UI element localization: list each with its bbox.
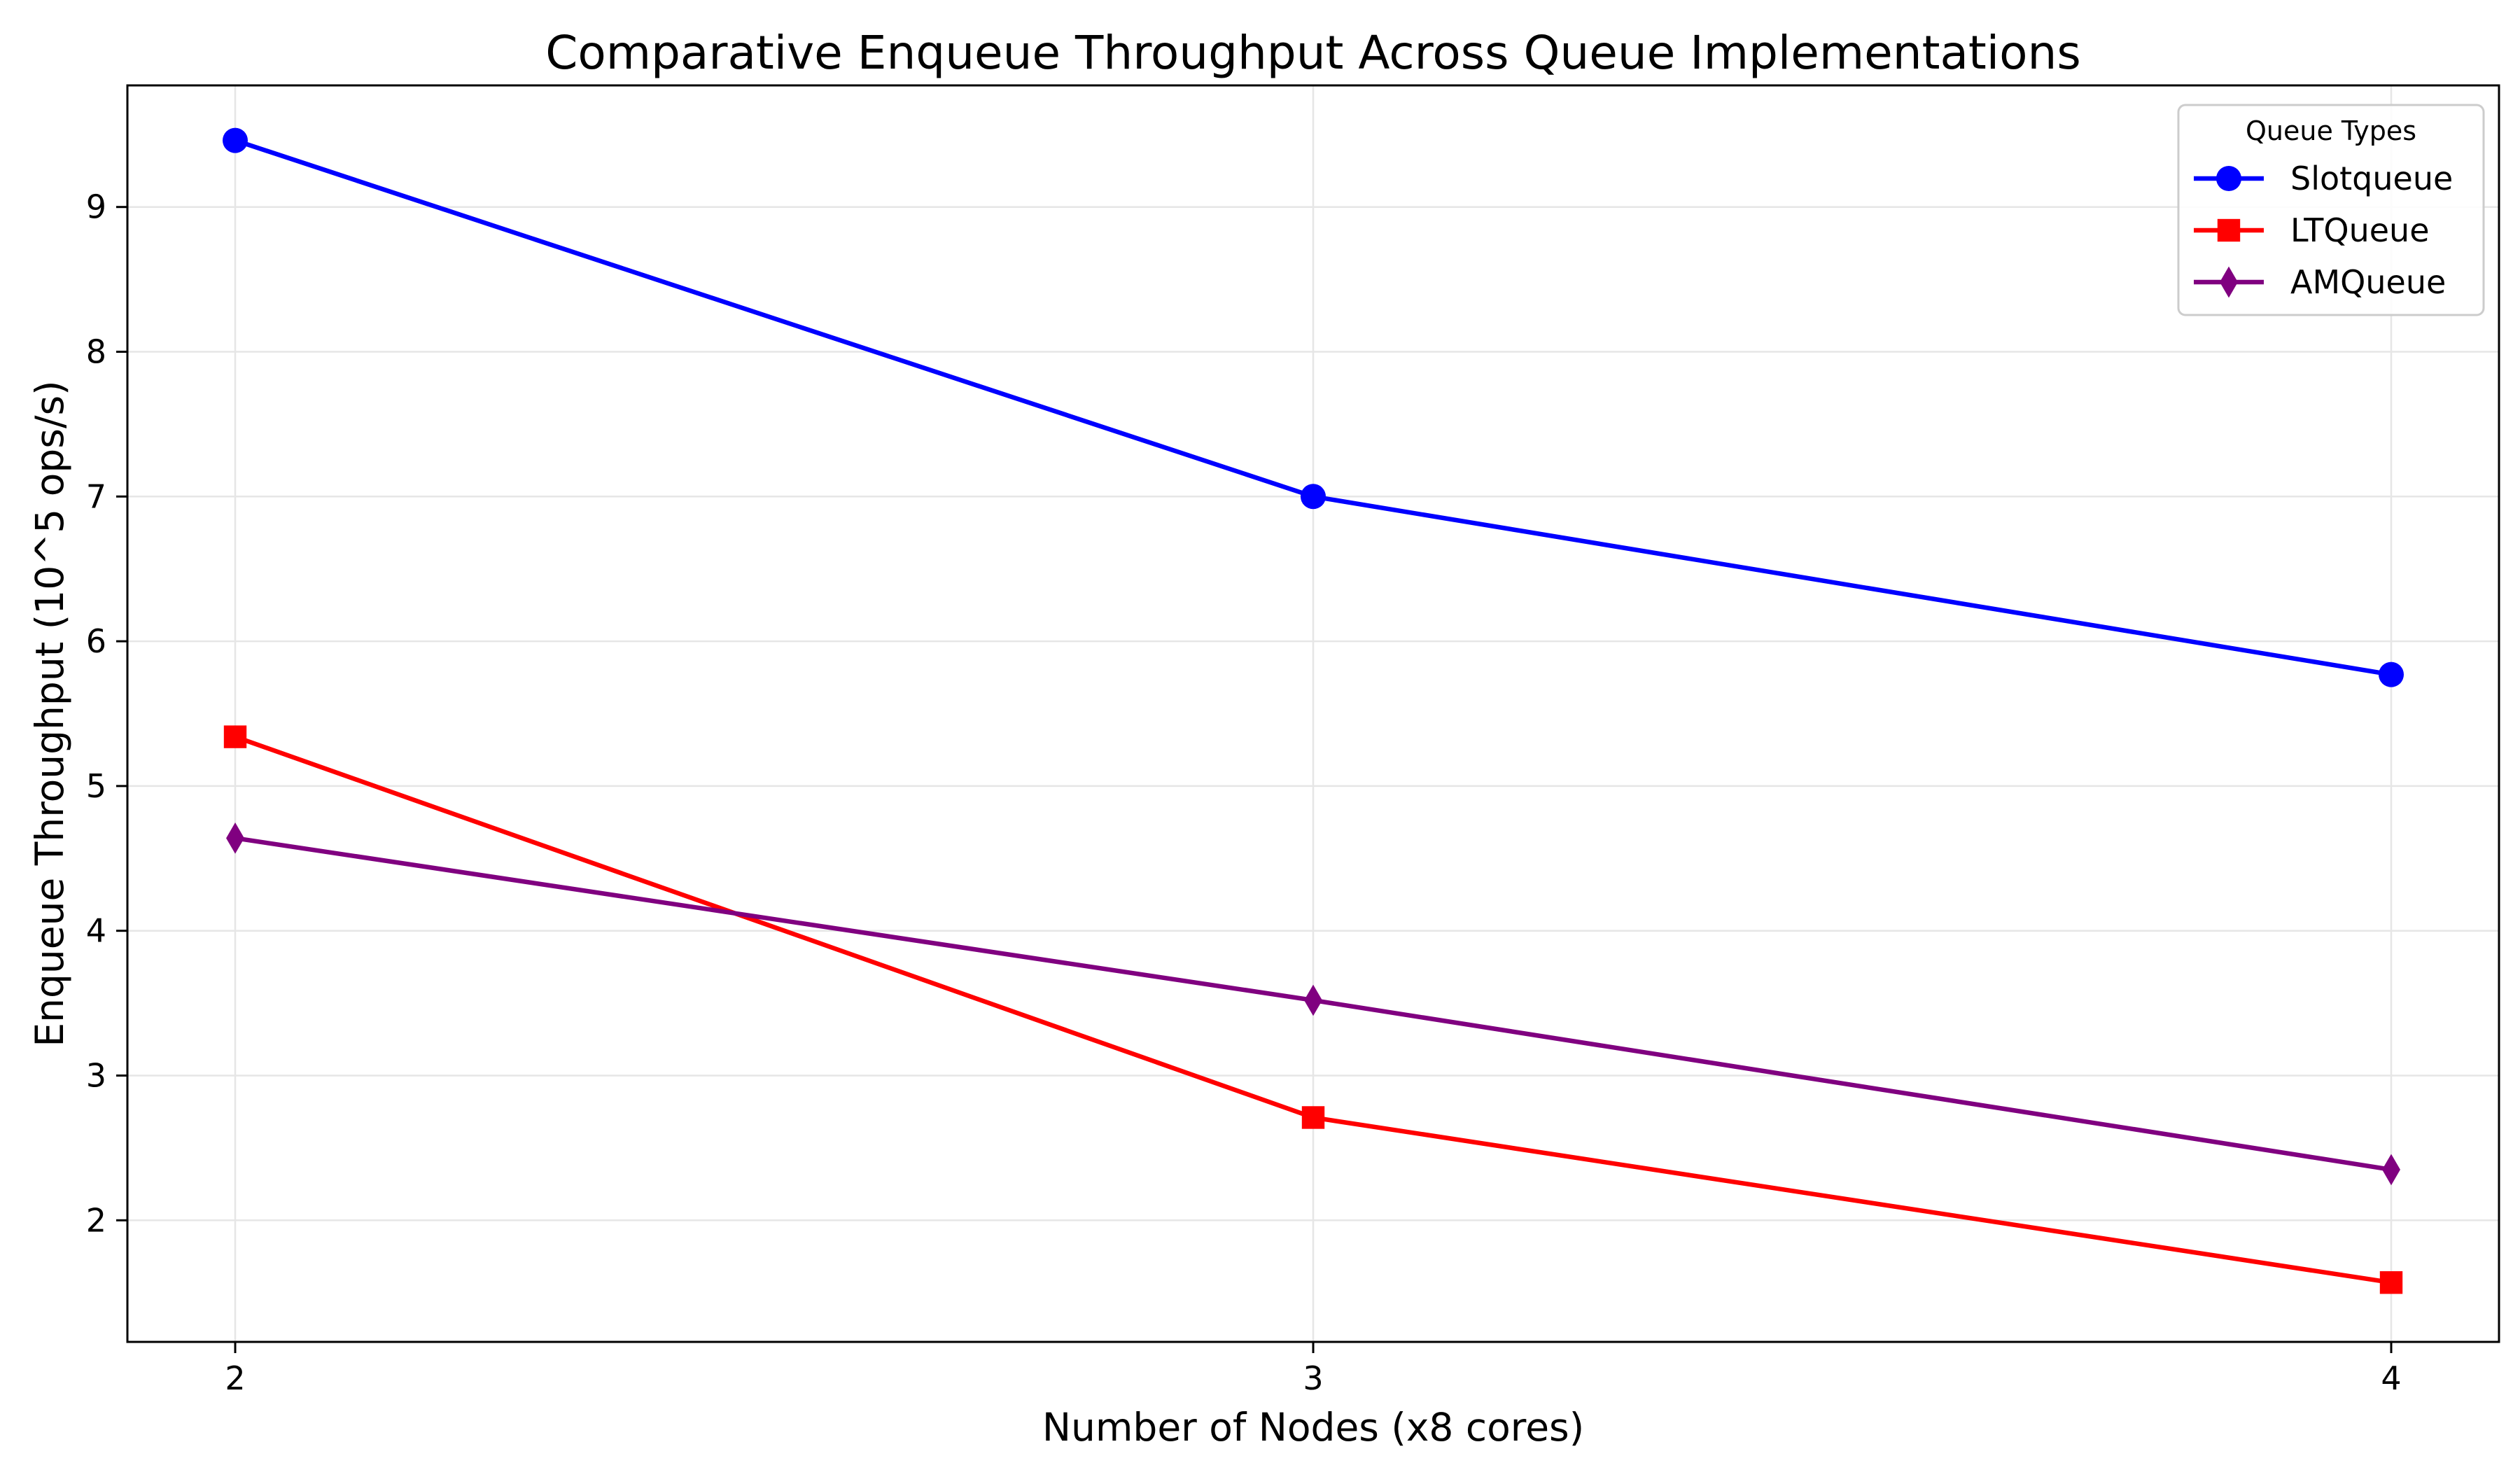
y-tick-label: 5 bbox=[86, 767, 106, 805]
data-point bbox=[223, 127, 248, 153]
series-amqueue bbox=[226, 822, 2400, 1186]
legend-item: LTQueue bbox=[2194, 211, 2430, 249]
y-axis-label: Enqueue Throughput (10^5 ops/s) bbox=[27, 380, 72, 1046]
series-layer bbox=[223, 127, 2404, 1294]
data-point bbox=[1304, 984, 1322, 1016]
chart-title: Comparative Enqueue Throughput Across Qu… bbox=[545, 26, 2081, 80]
x-axis-label: Number of Nodes (x8 cores) bbox=[1042, 1405, 1584, 1450]
data-point bbox=[226, 822, 244, 854]
y-tick-label: 9 bbox=[86, 188, 106, 226]
y-tick-label: 7 bbox=[86, 477, 106, 515]
x-tick-label: 2 bbox=[225, 1359, 245, 1397]
legend-label: LTQueue bbox=[2290, 211, 2430, 249]
y-tick-label: 6 bbox=[86, 622, 106, 660]
data-point bbox=[1301, 1106, 1325, 1129]
axes: 2 3 4 2 3 4 5 6 7 8 9 bbox=[86, 188, 2402, 1397]
legend-swatch-marker bbox=[2220, 266, 2238, 298]
legend-box bbox=[2177, 104, 2485, 316]
x-tick-label: 3 bbox=[1303, 1359, 1323, 1397]
y-tick-label: 2 bbox=[86, 1201, 106, 1239]
data-point bbox=[2379, 1271, 2403, 1294]
y-tick-label: 8 bbox=[86, 333, 106, 371]
legend-swatch-marker bbox=[2217, 218, 2241, 242]
legend-item: Slotqueue bbox=[2194, 160, 2453, 197]
legend-label: AMQueue bbox=[2290, 263, 2446, 301]
data-point bbox=[223, 725, 247, 748]
legend-title: Queue Types bbox=[2246, 115, 2416, 146]
series-slotqueue bbox=[223, 127, 2404, 687]
x-tick-label: 4 bbox=[2381, 1359, 2401, 1397]
data-point bbox=[2379, 662, 2404, 687]
data-point bbox=[1301, 484, 1326, 510]
series-ltqueue bbox=[223, 725, 2403, 1294]
y-tick-label: 4 bbox=[86, 912, 106, 950]
legend-swatch-marker bbox=[2216, 166, 2241, 191]
legend-label: Slotqueue bbox=[2290, 160, 2453, 197]
data-point bbox=[2382, 1154, 2400, 1186]
legend: Queue Types Slotqueue LTQueue AMQueue bbox=[2177, 104, 2485, 316]
legend-item: AMQueue bbox=[2194, 263, 2446, 301]
y-tick-label: 3 bbox=[86, 1056, 106, 1094]
